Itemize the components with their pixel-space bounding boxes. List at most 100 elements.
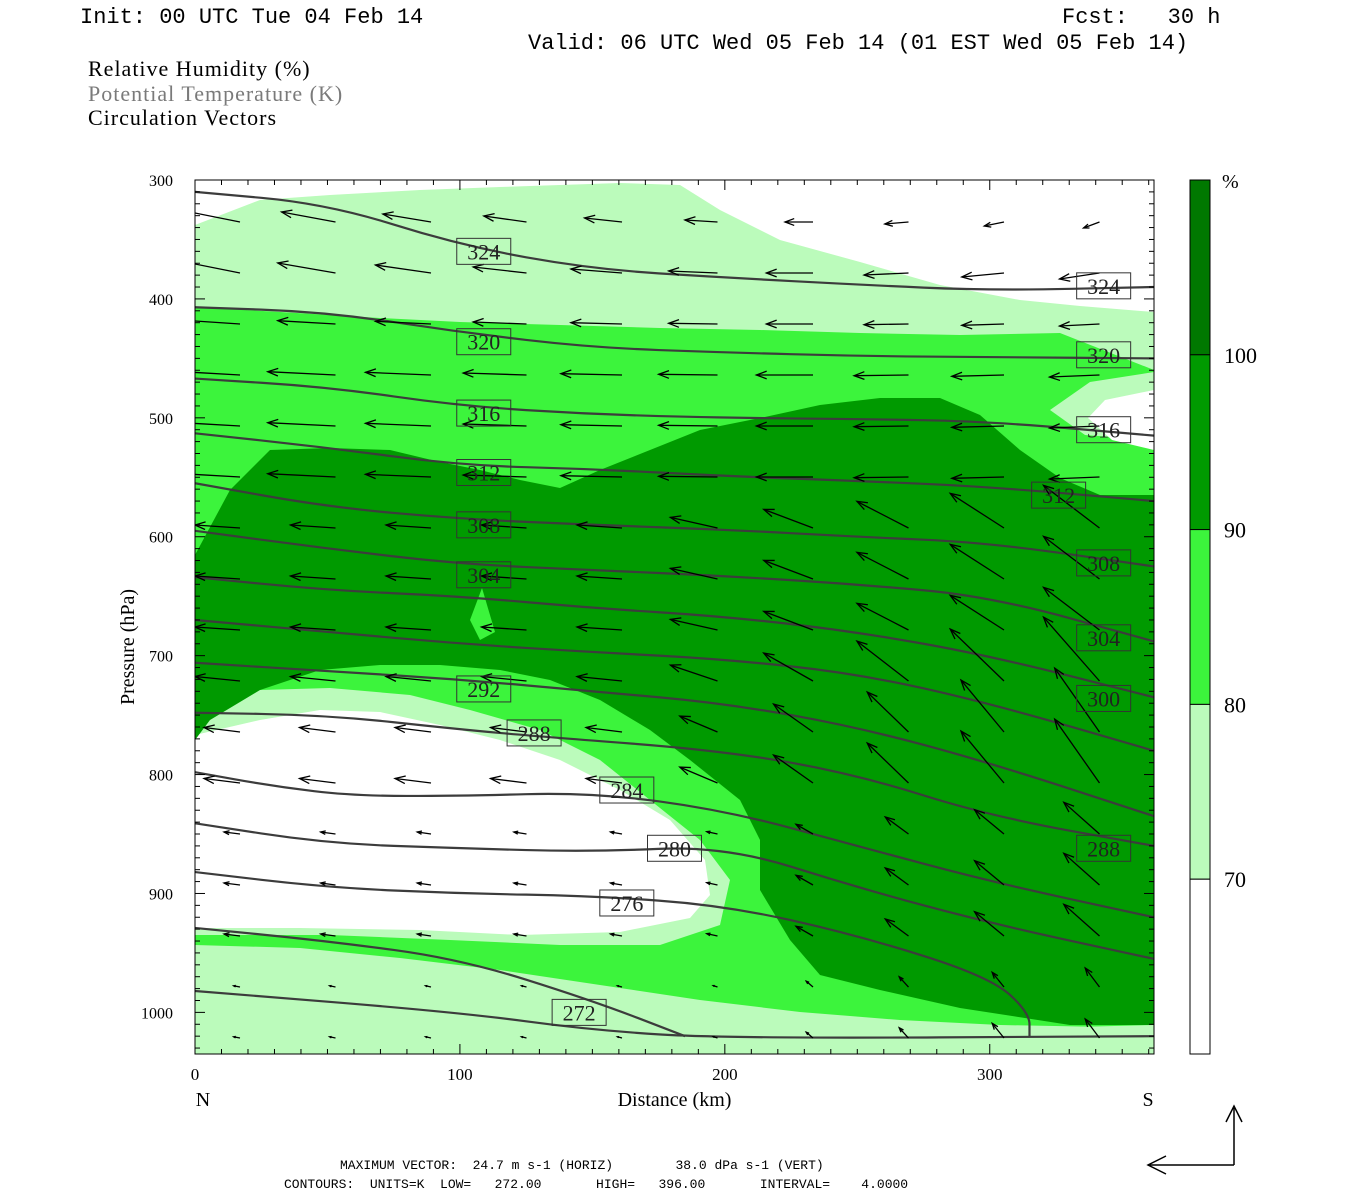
- vector-arrowhead: [1042, 535, 1055, 547]
- vector-arrow: [658, 475, 718, 478]
- vector-arrow: [949, 594, 1005, 631]
- contour-label-320: 320: [1087, 343, 1120, 368]
- vector-arrow: [365, 422, 432, 427]
- vector-arrowhead: [479, 521, 493, 531]
- vector-arrowhead: [754, 472, 767, 482]
- vector-arrowhead: [461, 470, 474, 480]
- vector-arrowhead: [279, 209, 293, 219]
- vector-arrow: [670, 516, 718, 529]
- vector-arrow: [974, 860, 1005, 886]
- vector-arrow: [1084, 967, 1101, 988]
- vector-arrowhead: [471, 263, 485, 273]
- vector-arrow: [795, 925, 814, 937]
- vector-arrow: [668, 270, 718, 274]
- vector-arrowhead: [559, 471, 572, 481]
- vector-arrow: [481, 626, 527, 631]
- vector-arrow: [773, 754, 814, 784]
- rh-90-region: [195, 398, 1154, 1025]
- vector-arrow: [585, 777, 623, 784]
- vector-arrowhead: [959, 729, 971, 742]
- vector-arrow: [513, 933, 527, 937]
- vector-arrowhead: [615, 984, 620, 988]
- contour-label-box: [599, 889, 655, 917]
- vector-arrowhead: [559, 420, 572, 430]
- vector-arrow: [610, 831, 623, 835]
- vector-arrowhead: [948, 627, 961, 640]
- vector-arrowhead: [288, 572, 302, 582]
- vector-arrow: [1063, 852, 1100, 886]
- x-axis-label: Distance (km): [618, 1089, 732, 1111]
- field-rh-label: Relative Humidity (%): [88, 56, 311, 81]
- vector-arrow: [991, 971, 1005, 988]
- vector-arrowhead: [1053, 717, 1065, 730]
- theta-contour-272: [195, 926, 686, 1038]
- vector-arrowhead: [231, 984, 236, 988]
- theta-contour-268: [195, 989, 1154, 1039]
- vector-arrowhead: [764, 319, 777, 329]
- valid-time: Valid: 06 UTC Wed 05 Feb 14 (01 EST Wed …: [528, 31, 1189, 56]
- vector-arrowhead: [1084, 1017, 1093, 1028]
- vector-arrow: [382, 213, 432, 223]
- contour-label-288: 288: [518, 721, 551, 746]
- vector-arrowhead: [471, 317, 484, 327]
- vector-arrow: [277, 262, 336, 274]
- colorbar-label: 80: [1224, 692, 1246, 717]
- contour-info-note: CONTOURS: UNITS=K LOW= 272.00 HIGH= 396.…: [284, 1177, 909, 1192]
- vector-arrowhead: [318, 830, 326, 836]
- vector-arrowhead: [479, 623, 493, 633]
- vector-arrow: [854, 374, 909, 377]
- vector-arrow: [394, 777, 432, 784]
- colorbar-segment: [1189, 878, 1211, 1055]
- vector-arrowhead: [481, 212, 495, 222]
- vector-arrow: [898, 1027, 909, 1039]
- contour-label-box: [456, 237, 512, 265]
- vector-arrow: [481, 575, 527, 580]
- contour-label-box: [456, 675, 512, 703]
- vector-arrowhead: [461, 419, 474, 429]
- vector-arrowhead: [363, 470, 377, 480]
- vector-arrow: [277, 320, 336, 325]
- vector-arrow: [463, 372, 527, 376]
- vector-arrow: [203, 726, 241, 733]
- vector-arrow: [670, 567, 718, 580]
- vector-arrowhead: [959, 320, 973, 330]
- vector-arrowhead: [883, 917, 896, 928]
- vector-arrowhead: [855, 551, 868, 561]
- vector-arrow: [473, 321, 527, 325]
- vector-arrow: [483, 215, 527, 223]
- vector-arrowhead: [678, 766, 691, 776]
- vector-arrow: [854, 425, 909, 428]
- theta-contour-292: [195, 661, 1154, 818]
- contour-label-box: [1076, 549, 1132, 577]
- vector-arrowhead: [948, 594, 962, 605]
- vector-arrowhead: [297, 724, 311, 734]
- contour-label-288: 288: [1087, 836, 1120, 861]
- contour-label-320: 320: [467, 330, 500, 355]
- vector-arrow: [864, 323, 909, 326]
- vector-arrow: [299, 726, 336, 733]
- theta-contour-284: [195, 771, 1154, 919]
- vector-arrow: [974, 809, 1005, 835]
- vector-arrowhead: [668, 515, 682, 524]
- vector-arrow: [763, 508, 814, 529]
- contour-label-box: [1076, 341, 1132, 369]
- vector-arrowhead: [222, 830, 230, 836]
- vector-arrow: [290, 675, 336, 682]
- vector-arrow: [1063, 903, 1100, 937]
- vector-arrow: [267, 371, 336, 376]
- vector-arrow: [984, 221, 1005, 227]
- contour-label-272: 272: [563, 1000, 596, 1025]
- y-tick-label: 700: [149, 649, 173, 666]
- field-vectors-label: Circulation Vectors: [88, 105, 278, 130]
- vector-arrowhead: [678, 715, 691, 725]
- y-tick-label: 300: [149, 173, 173, 190]
- y-tick-label: 900: [149, 886, 173, 903]
- vector-arrow: [658, 373, 718, 376]
- vector-arrowhead: [275, 316, 289, 326]
- vector-arrowhead: [762, 652, 775, 662]
- vector-arrow: [267, 422, 336, 427]
- vector-arrow: [961, 323, 1005, 326]
- vector-arrowhead: [666, 266, 680, 276]
- vector-arrowhead: [1084, 966, 1093, 977]
